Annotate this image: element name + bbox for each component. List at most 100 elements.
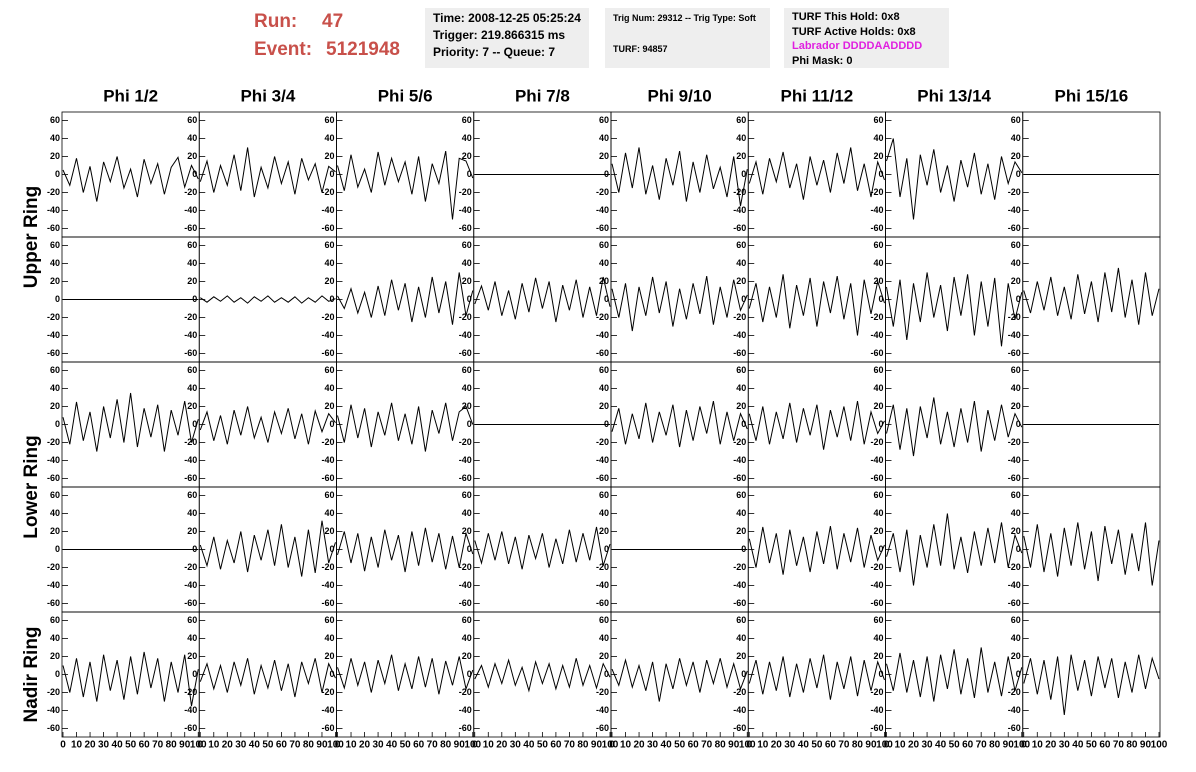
y-tick-label: 20: [736, 276, 746, 286]
y-tick-label: -60: [1008, 348, 1021, 358]
y-tick-label: 60: [1011, 490, 1021, 500]
turf-hold: TURF This Hold: 0x8: [792, 11, 900, 23]
panel-frame: [61, 111, 200, 238]
y-tick-label: -40: [870, 580, 883, 590]
y-tick-label: 0: [1016, 544, 1021, 554]
y-tick-label: -20: [733, 562, 746, 572]
time-box: Time: 2008-12-25 05:25:24 Trigger: 219.8…: [425, 8, 589, 68]
y-tick-label: 40: [462, 508, 472, 518]
y-tick-label: 0: [604, 544, 609, 554]
x-tick-label: 80: [852, 740, 864, 751]
x-tick-label: 50: [262, 740, 274, 751]
y-tick-label: -20: [733, 437, 746, 447]
y-tick-label: 60: [873, 615, 883, 625]
waveform: [474, 658, 611, 693]
y-tick-label: 20: [599, 651, 609, 661]
x-tick-label: 0: [884, 740, 890, 751]
x-tick-label: 50: [811, 740, 823, 751]
y-tick-label: 20: [187, 651, 197, 661]
waveform: [886, 647, 1023, 702]
y-tick-label: -20: [596, 562, 609, 572]
y-tick-label: 0: [467, 294, 472, 304]
y-tick-label: 40: [599, 508, 609, 518]
x-tick-label: 30: [922, 740, 934, 751]
x-tick-label: 60: [962, 740, 974, 751]
y-tick-label: -40: [1008, 205, 1021, 215]
x-tick-label: 100: [1013, 740, 1030, 751]
y-tick-label: 0: [1016, 294, 1021, 304]
y-tick-label: 20: [873, 151, 883, 161]
y-tick-label: 60: [462, 365, 472, 375]
y-tick-label: 60: [599, 615, 609, 625]
panel-frame: [198, 611, 337, 738]
y-tick-label: 60: [873, 490, 883, 500]
panel-frame: [198, 236, 337, 363]
panel-frame: [473, 611, 612, 738]
y-tick-label: -40: [459, 705, 472, 715]
y-tick-label: -20: [733, 687, 746, 697]
y-tick-label: -40: [47, 330, 60, 340]
x-tick-label: 80: [577, 740, 589, 751]
y-tick-label: 0: [1016, 419, 1021, 429]
x-tick-label: 90: [1003, 740, 1015, 751]
x-tick-label: 20: [359, 740, 371, 751]
y-tick-label: -20: [870, 687, 883, 697]
y-tick-label: -60: [870, 598, 883, 608]
y-tick-label: -40: [733, 330, 746, 340]
y-tick-label: 20: [462, 151, 472, 161]
y-tick-label: -20: [733, 312, 746, 322]
panel-frame: [336, 111, 475, 238]
y-tick-label: -40: [321, 330, 334, 340]
y-tick-label: 40: [50, 383, 60, 393]
x-tick-label: 100: [876, 740, 893, 751]
y-tick-label: 20: [1011, 401, 1021, 411]
y-tick-label: -40: [321, 455, 334, 465]
trigger: Trigger: 219.866315 ms: [433, 28, 566, 42]
x-tick-label: 10: [894, 740, 906, 751]
y-tick-label: -40: [459, 205, 472, 215]
y-tick-label: 60: [462, 490, 472, 500]
y-tick-label: 60: [324, 615, 334, 625]
y-tick-label: -20: [184, 687, 197, 697]
waveform: [474, 276, 611, 323]
y-tick-label: 40: [324, 258, 334, 268]
panel-frame: [61, 361, 200, 488]
y-tick-label: 40: [873, 508, 883, 518]
x-tick-label: 50: [1086, 740, 1098, 751]
turf: TURF: 94857: [613, 44, 668, 54]
y-tick-label: 20: [50, 151, 60, 161]
x-tick-label: 10: [208, 740, 220, 751]
y-tick-label: -40: [596, 330, 609, 340]
x-tick-label: 60: [825, 740, 837, 751]
y-tick-label: -20: [1008, 312, 1021, 322]
x-tick-label: 0: [335, 740, 341, 751]
y-tick-label: 40: [599, 633, 609, 643]
y-tick-label: -60: [733, 598, 746, 608]
y-tick-label: 40: [50, 258, 60, 268]
x-tick-label: 40: [935, 740, 947, 751]
y-tick-label: 60: [187, 365, 197, 375]
y-tick-label: -60: [47, 723, 60, 733]
x-tick-label: 0: [60, 740, 66, 751]
y-tick-label: 40: [599, 133, 609, 143]
y-tick-label: 60: [187, 240, 197, 250]
y-tick-label: 60: [873, 365, 883, 375]
y-tick-label: -60: [184, 223, 197, 233]
x-tick-label: 40: [523, 740, 535, 751]
y-tick-label: -20: [459, 687, 472, 697]
y-tick-label: 0: [329, 419, 334, 429]
panel-frame: [610, 361, 749, 488]
y-tick-label: -60: [184, 598, 197, 608]
y-tick-label: 0: [467, 419, 472, 429]
y-tick-label: 60: [1011, 615, 1021, 625]
waveform: [62, 392, 199, 452]
y-tick-label: 0: [329, 294, 334, 304]
y-tick-label: 40: [1011, 383, 1021, 393]
y-tick-label: 40: [324, 383, 334, 393]
y-tick-label: 0: [741, 669, 746, 679]
y-tick-label: 0: [192, 669, 197, 679]
y-tick-label: -20: [459, 562, 472, 572]
column-title: Phi 13/14: [917, 86, 991, 105]
panel-frame: [747, 361, 886, 488]
x-tick-label: 100: [1151, 740, 1168, 751]
